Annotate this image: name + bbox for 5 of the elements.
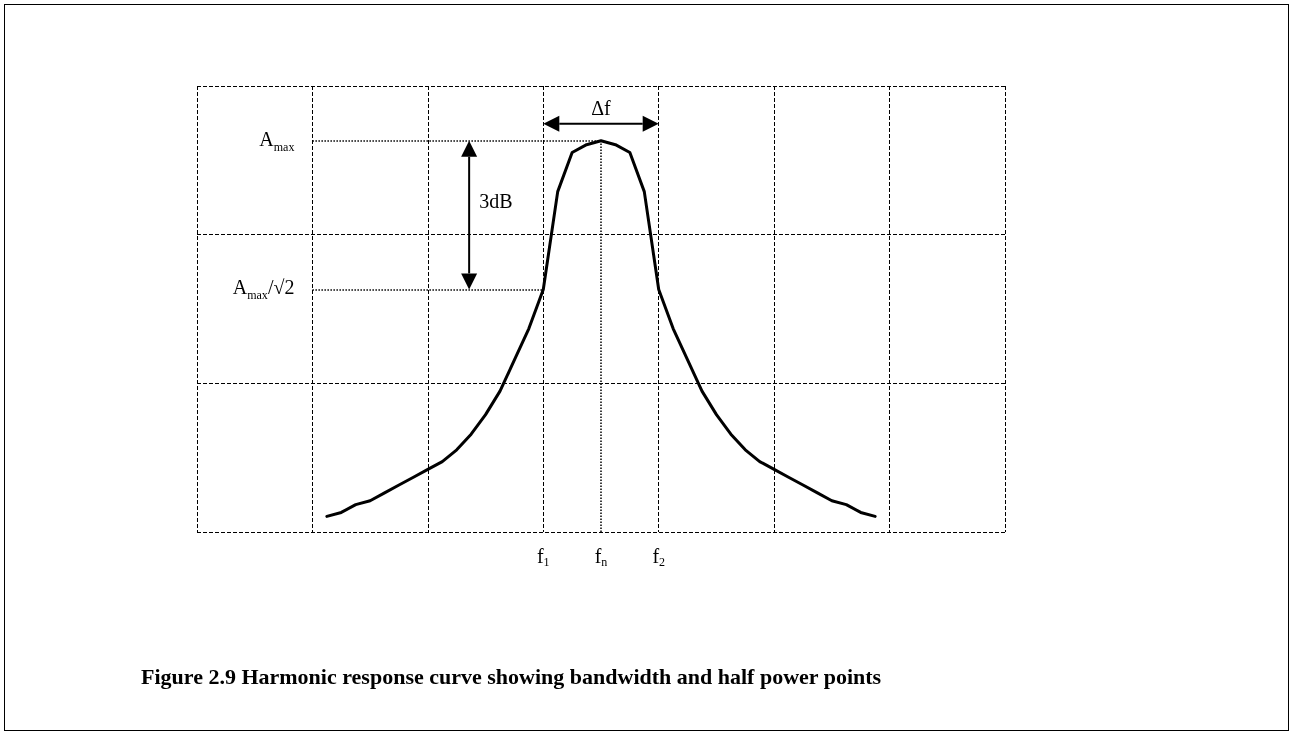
text: Figure 2.9 Harmonic response curve showing bandwidth and half power points (141, 663, 882, 689)
ref-line-label: A$_{max}$/√2 (232, 276, 295, 303)
ref-line-label: A$_{max}$ (259, 127, 295, 154)
annotation: 3dB (479, 189, 513, 212)
text: Δf (591, 96, 612, 119)
